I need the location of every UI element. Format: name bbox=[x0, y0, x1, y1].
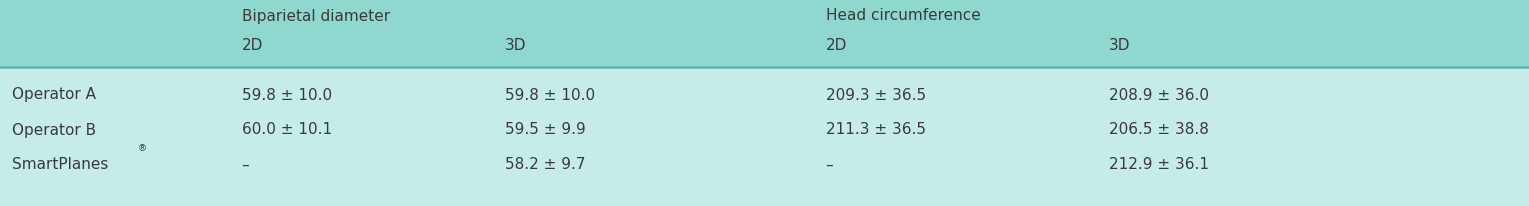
Text: 2D: 2D bbox=[826, 38, 847, 53]
Text: 60.0 ± 10.1: 60.0 ± 10.1 bbox=[242, 122, 332, 137]
Text: 3D: 3D bbox=[1109, 38, 1130, 53]
Text: 59.8 ± 10.0: 59.8 ± 10.0 bbox=[505, 87, 595, 102]
Text: SmartPlanes: SmartPlanes bbox=[12, 157, 109, 172]
Text: 3D: 3D bbox=[505, 38, 526, 53]
Text: 59.5 ± 9.9: 59.5 ± 9.9 bbox=[505, 122, 586, 137]
Text: ®: ® bbox=[138, 143, 147, 152]
Text: 58.2 ± 9.7: 58.2 ± 9.7 bbox=[505, 157, 586, 172]
Text: 211.3 ± 36.5: 211.3 ± 36.5 bbox=[826, 122, 925, 137]
Text: 59.8 ± 10.0: 59.8 ± 10.0 bbox=[242, 87, 332, 102]
Bar bbox=[0, 68, 1529, 206]
Text: 2D: 2D bbox=[242, 38, 263, 53]
Text: 212.9 ± 36.1: 212.9 ± 36.1 bbox=[1109, 157, 1208, 172]
Text: 208.9 ± 36.0: 208.9 ± 36.0 bbox=[1109, 87, 1208, 102]
Text: Operator B: Operator B bbox=[12, 122, 96, 137]
Text: Biparietal diameter: Biparietal diameter bbox=[242, 8, 390, 23]
Text: 209.3 ± 36.5: 209.3 ± 36.5 bbox=[826, 87, 925, 102]
Text: Operator A: Operator A bbox=[12, 87, 96, 102]
Text: 206.5 ± 38.8: 206.5 ± 38.8 bbox=[1109, 122, 1208, 137]
Text: –: – bbox=[242, 157, 249, 172]
Text: Head circumference: Head circumference bbox=[826, 8, 980, 23]
Text: –: – bbox=[826, 157, 833, 172]
